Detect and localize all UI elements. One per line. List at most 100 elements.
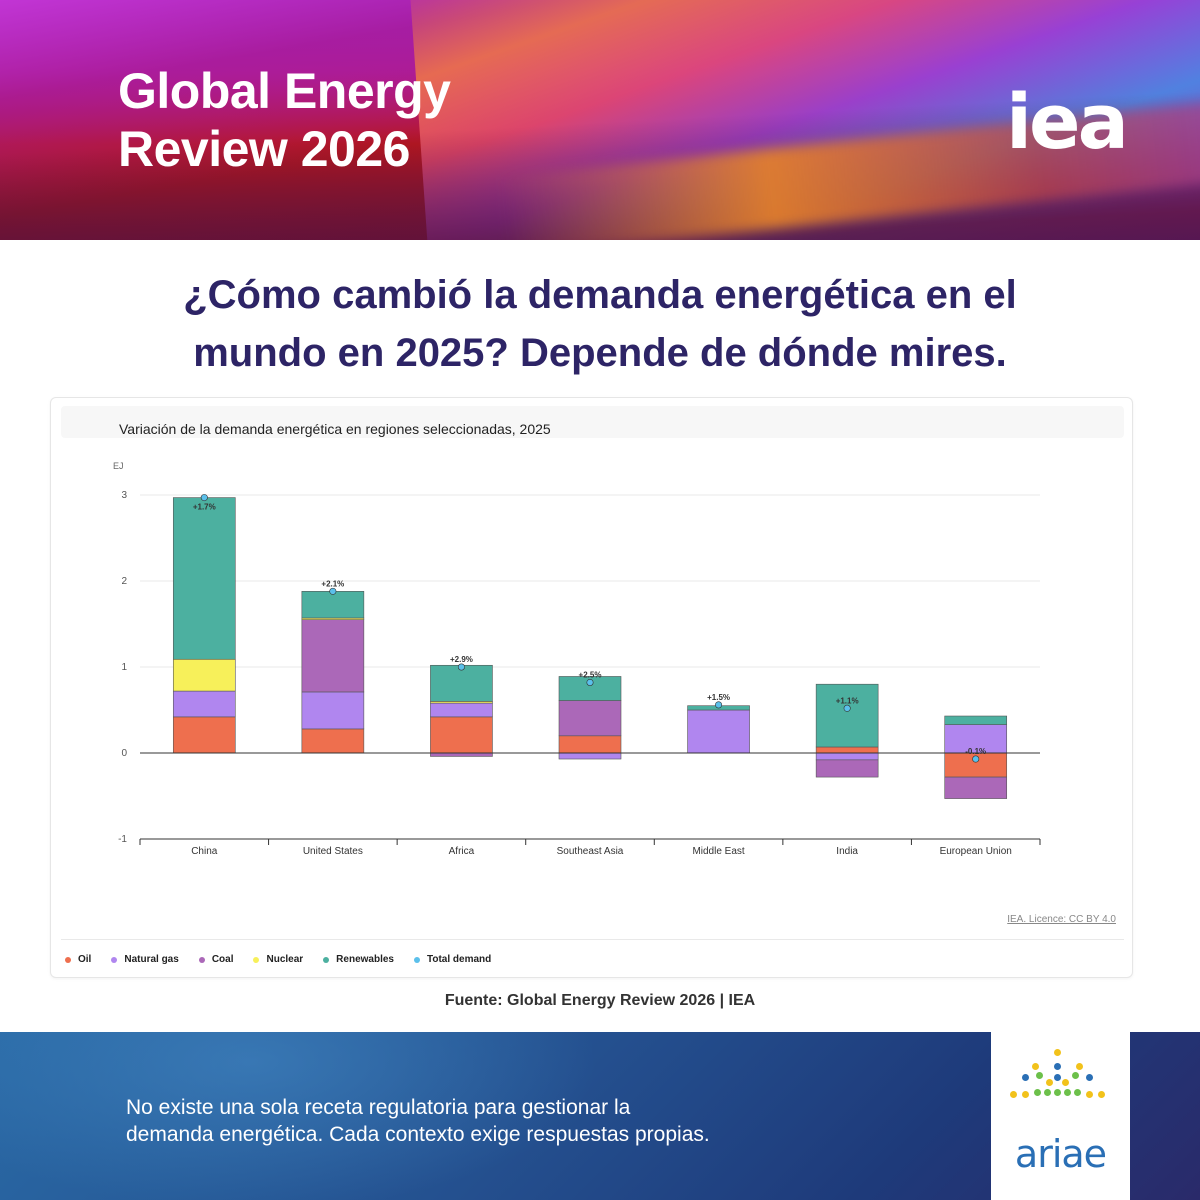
ariae-logo-dot [1045, 1078, 1053, 1086]
footer-message-line1: No existe una sola receta regulatoria pa… [126, 1096, 631, 1119]
bar-segment-renewables [430, 664, 493, 702]
legend-label: Total demand [426, 954, 492, 965]
stacked-bar-chart: EJ 3 2 1 0 -1 China United States Africa Southeas… [113, 461, 1041, 857]
bar-segment-renewables [172, 497, 236, 660]
ariae-logo-dot [1075, 1062, 1083, 1070]
ariae-logo-dot [1053, 1073, 1061, 1081]
legend-item[interactable]: Coal [198, 954, 234, 965]
ariae-logo-dot [1035, 1071, 1043, 1079]
legend-item[interactable]: Natural gas [111, 954, 179, 965]
report-title: Global Energy Review 2026 [118, 62, 538, 178]
ariae-logo-dot [1073, 1088, 1081, 1096]
total-demand-marker [843, 704, 851, 712]
legend-item[interactable]: Oil [65, 954, 91, 965]
y-tick-label: 2 [121, 576, 127, 587]
legend-swatch [323, 956, 330, 963]
bar-segment-natural-gas [558, 752, 622, 760]
total-demand-label: +1.5% [707, 693, 730, 702]
bar-segment-natural-gas [944, 724, 1008, 754]
x-tick-label: European Union [940, 846, 1012, 857]
bar-segment-natural-gas [687, 709, 750, 754]
x-tick-label: Middle East [692, 846, 744, 857]
footer-message: No existe una sola receta regulatoria pa… [126, 1094, 886, 1148]
total-demand-marker [586, 678, 594, 686]
legend-item[interactable]: Renewables [323, 954, 394, 965]
chart-header-strip [61, 406, 1124, 438]
legend-item[interactable]: Nuclear [253, 954, 303, 965]
x-tick-label: China [191, 846, 218, 857]
legend-swatch [65, 956, 71, 963]
ariae-logo-dot [1021, 1073, 1029, 1081]
total-demand-marker [972, 755, 980, 763]
bar-segment-nuclear [172, 658, 236, 692]
bar-segment-coal [430, 752, 493, 757]
chart-legend: Oil Natural gas Coal Nuclear Renewables Total… [65, 954, 511, 965]
bar-segment-renewables [301, 591, 365, 619]
page-heading: ¿Cómo cambió la demanda energética en el… [100, 266, 1100, 382]
total-demand-label: +2.1% [321, 579, 344, 588]
total-demand-label: +2.5% [579, 670, 602, 679]
legend-label: Natural gas [124, 954, 179, 965]
y-tick-label: -1 [118, 834, 127, 845]
ariae-logo-dot [1021, 1090, 1029, 1098]
bar-segment-oil [815, 746, 879, 754]
y-axis-unit-label: EJ [113, 461, 124, 471]
bar-segment-oil [301, 728, 365, 754]
total-demand-marker [200, 494, 208, 502]
y-tick-label: 0 [121, 748, 127, 759]
ariae-logo-dot [1031, 1062, 1039, 1070]
ariae-logo-dot [1009, 1090, 1017, 1098]
chart-title: Variación de la demanda energética en re… [119, 421, 551, 437]
bar-segment-coal [558, 700, 622, 737]
ariae-logo-dot [1033, 1088, 1041, 1096]
legend-swatch [111, 956, 118, 963]
page-heading-line1: ¿Cómo cambió la demanda energética en el [183, 273, 1017, 317]
total-demand-marker [329, 587, 337, 595]
iea-logo: iea [1006, 77, 1129, 166]
y-tick-label: 1 [121, 662, 127, 673]
x-tick-label: United States [303, 846, 363, 857]
legend-swatch [253, 956, 260, 963]
total-demand-label: +1.7% [193, 503, 216, 512]
bar-segment-coal [301, 619, 365, 693]
x-tick-label: Southeast Asia [557, 846, 624, 857]
ariae-logo-dot [1043, 1088, 1051, 1096]
page-heading-line2: mundo en 2025? Depende de dónde mires. [193, 331, 1007, 375]
bar-segment-coal [944, 776, 1008, 799]
report-title-line1: Global Energy [118, 63, 451, 119]
footer-banner: No existe una sola receta regulatoria pa… [0, 1032, 1200, 1200]
ariae-logo-word: ariae [1014, 1132, 1107, 1176]
bar-segment-oil [430, 716, 493, 754]
legend-label: Renewables [336, 954, 394, 965]
report-title-line2: Review 2026 [118, 121, 410, 177]
bar-segment-renewables [944, 715, 1008, 725]
bar-segment-natural-gas [815, 752, 879, 761]
legend-label: Nuclear [266, 954, 304, 965]
chart-card: Variación de la demanda energética en re… [50, 397, 1133, 978]
total-demand-marker [715, 701, 723, 709]
ariae-logo-dot [1085, 1073, 1093, 1081]
ariae-logo-dot [1053, 1088, 1061, 1096]
ariae-logo-dot [1071, 1071, 1079, 1079]
x-tick-label: India [836, 846, 858, 857]
y-tick-label: 3 [121, 490, 127, 501]
bar-segment-oil [558, 735, 622, 754]
ariae-logo: ariae [991, 1032, 1130, 1200]
legend-item[interactable]: Total demand [413, 954, 492, 965]
bar-segment-oil [172, 716, 236, 754]
total-demand-label: -0.1% [965, 747, 986, 756]
total-demand-label: +2.9% [450, 655, 473, 664]
ariae-logo-dot [1053, 1048, 1061, 1056]
footer-glow [0, 1032, 600, 1200]
legend-label: Coal [211, 954, 234, 965]
licence-link[interactable]: IEA. Licence: CC BY 4.0 [1007, 914, 1116, 925]
legend-swatch [413, 956, 420, 963]
source-note: Fuente: Global Energy Review 2026 | IEA [444, 992, 756, 1009]
total-demand-marker [457, 663, 465, 671]
ariae-logo-dot [1061, 1078, 1069, 1086]
bar-segment-renewables [815, 683, 879, 748]
bar-segment-natural-gas [301, 691, 365, 730]
header-banner: Global Energy Review 2026 iea [0, 0, 1200, 240]
ariae-logo-dot [1097, 1090, 1105, 1098]
bar-segment-coal [815, 759, 879, 778]
